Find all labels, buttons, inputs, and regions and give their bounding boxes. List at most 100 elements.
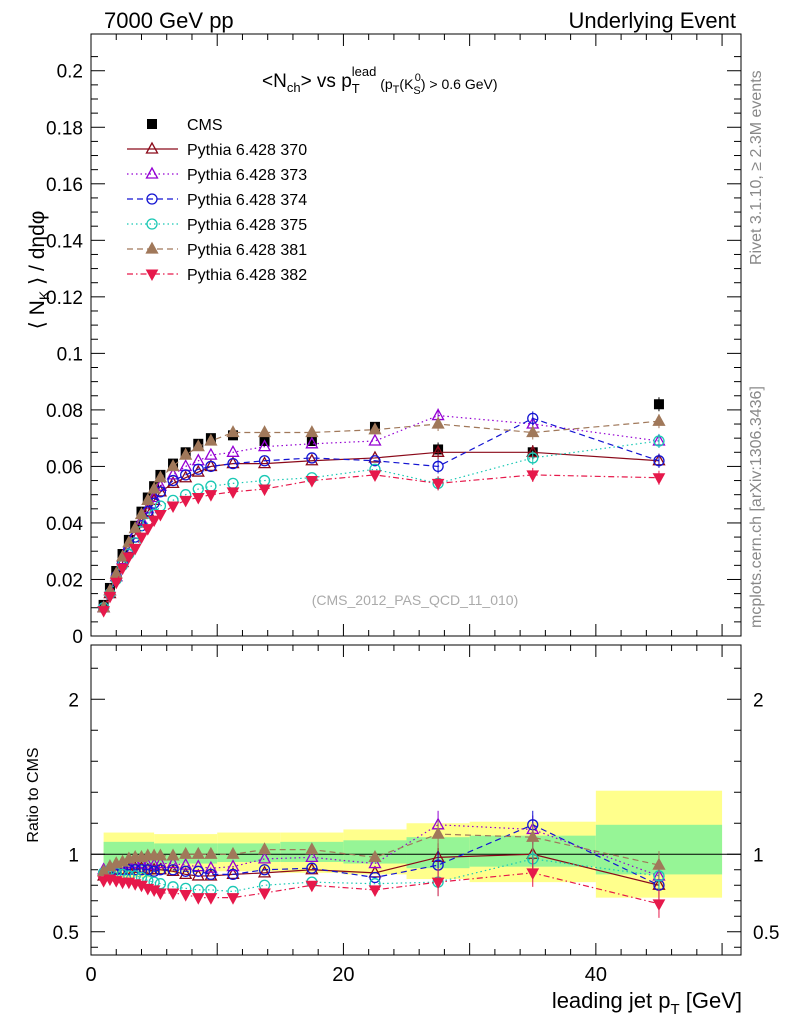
ratio-point-pythia-6-428-382: [204, 893, 218, 905]
y-tick-label: 0.14: [46, 231, 83, 252]
main-point-pythia-6-428-381: [153, 470, 168, 483]
main-point-pythia-6-428-370: [179, 470, 193, 483]
main-point-pythia-6-428-373: [166, 467, 180, 480]
main-line-pythia-6-428-375: [103, 440, 660, 608]
main-point-pythia-6-428-374: [432, 460, 444, 473]
ratio-point-pythia-6-428-373: [166, 856, 180, 869]
main-point-pythia-6-428-382: [116, 563, 129, 576]
ratio-point-pythia-6-428-381: [257, 842, 272, 855]
ratio-point-pythia-6-428-370: [257, 865, 272, 878]
ratio-point-pythia-6-428-373: [191, 859, 205, 872]
main-point-pythia-6-428-375: [653, 435, 665, 447]
ratio-point-pythia-6-428-382: [368, 885, 382, 897]
main-point-pythia-6-428-374: [653, 455, 665, 467]
ratio-point-pythia-6-428-374: [142, 864, 154, 876]
main-point-pythia-6-428-374: [167, 474, 179, 487]
ratio-y-tick-label: 1: [68, 845, 79, 866]
main-plot-frame: [90, 33, 742, 637]
main-point-pythia-6-428-382: [109, 577, 123, 590]
legend-marker-pythia-6-428-373: [145, 166, 159, 179]
main-point-pythia-6-428-370: [431, 444, 445, 457]
main-point-pythia-6-428-373: [179, 459, 193, 472]
ratio-point-pythia-6-428-381: [526, 829, 540, 842]
legend-label-cms: CMS: [187, 117, 223, 134]
main-point-pythia-6-428-381: [526, 425, 540, 438]
ratio-point-pythia-6-428-374: [180, 865, 192, 877]
main-line-pythia-6-428-382: [103, 474, 659, 611]
ratio-point-pythia-6-428-374: [258, 864, 271, 876]
ratio-point-pythia-6-428-382: [191, 893, 205, 905]
main-point-pythia-6-428-381: [431, 416, 445, 429]
legend-label-pythia-6-428-381: Pythia 6.428 381: [187, 242, 307, 259]
legend: CMS Pythia 6.428 370 Pythia 6.428 373 Pythi…: [127, 117, 307, 284]
ratio-point-pythia-6-428-370: [179, 867, 193, 880]
main-point-pythia-6-428-374: [369, 455, 381, 467]
x-tick-label: 0: [85, 964, 96, 986]
main-point-pythia-6-428-382: [128, 543, 142, 556]
ratio-point-pythia-6-428-374: [227, 868, 239, 881]
ratio-band-green: [217, 843, 281, 862]
main-line-pythia-6-428-374: [103, 417, 660, 608]
legend-label-pythia-6-428-382: Pythia 6.428 382: [187, 267, 307, 284]
ratio-point-pythia-6-428-382: [179, 890, 193, 902]
main-point-pythia-6-428-381: [226, 425, 240, 438]
ratio-point-pythia-6-428-382: [166, 888, 180, 901]
main-point-pythia-6-428-382: [526, 470, 540, 482]
legend-label-pythia-6-428-375: Pythia 6.428 375: [187, 217, 307, 234]
main-point-pythia-6-428-370: [305, 453, 319, 466]
main-point-pythia-6-428-381: [191, 439, 205, 452]
ratio-point-pythia-6-428-382: [258, 888, 271, 901]
x-tick-label: 40: [585, 964, 607, 986]
ratio-point-pythia-6-428-381: [179, 846, 193, 859]
main-point-pythia-6-428-382: [305, 476, 319, 488]
ratio-y-tick-label-right: 1: [753, 845, 764, 866]
ratio-uncertainty-bands: [103, 790, 723, 898]
main-line-pythia-6-428-373: [103, 414, 660, 608]
process-label: Underlying Event: [568, 8, 736, 33]
ratio-point-pythia-6-428-381: [368, 850, 382, 862]
y-tick-label: 0.04: [46, 514, 83, 535]
ratio-point-pythia-6-428-373: [257, 851, 272, 864]
ratio-plot-frame: [90, 644, 742, 956]
ratio-y-tick-label-right: 2: [753, 690, 764, 711]
ratio-line-pythia-6-428-373: [103, 824, 660, 877]
ratio-y-tick-label-right: 0.5: [753, 923, 779, 944]
main-point-pythia-6-428-374: [205, 460, 217, 473]
main-point-pythia-6-428-382: [154, 509, 167, 522]
ratio-point-pythia-6-428-373: [179, 857, 193, 870]
y-tick-label: 0: [72, 627, 83, 648]
y-tick-label: 0.06: [46, 457, 83, 478]
main-point-pythia-6-428-381: [147, 481, 161, 494]
legend-marker-cms: [147, 119, 157, 129]
ratio-point-pythia-6-428-381: [166, 848, 180, 861]
main-point-pythia-6-428-373: [147, 490, 161, 503]
main-point-pythia-6-428-381: [166, 459, 180, 472]
ratio-point-pythia-6-428-374: [135, 864, 148, 876]
ratio-point-pythia-6-428-373: [368, 856, 382, 869]
ratio-point-pythia-6-428-374: [167, 864, 179, 876]
ratio-point-pythia-6-428-381: [226, 846, 240, 859]
ratio-point-pythia-6-428-381: [153, 848, 168, 861]
legend-marker-pythia-6-428-381: [145, 241, 159, 254]
ratio-point-pythia-6-428-382: [652, 899, 666, 911]
main-point-pythia-6-428-381: [204, 433, 218, 446]
main-series-group: [97, 397, 666, 618]
main-point-pythia-6-428-374: [527, 412, 539, 425]
ratio-point-pythia-6-428-382: [305, 880, 319, 893]
ratio-point-pythia-6-428-381: [204, 846, 218, 859]
ratio-series-group: [97, 810, 666, 918]
main-point-pythia-6-428-374: [258, 455, 271, 467]
analysis-watermark: (CMS_2012_PAS_QCD_11_010): [312, 592, 519, 608]
y-tick-label: 0.2: [57, 62, 83, 83]
main-point-pythia-6-428-381: [257, 425, 272, 438]
y-tick-label: 0.08: [46, 401, 83, 422]
ratio-point-pythia-6-428-374: [192, 865, 204, 877]
main-point-pythia-6-428-374: [227, 457, 239, 470]
main-point-pythia-6-428-373: [226, 444, 240, 457]
main-point-pythia-6-428-375: [154, 500, 167, 512]
main-point-pythia-6-428-370: [226, 456, 240, 469]
main-point-pythia-6-428-382: [135, 532, 148, 545]
ratio-point-pythia-6-428-374: [205, 868, 217, 881]
ratio-point-pythia-6-428-373: [134, 856, 149, 869]
